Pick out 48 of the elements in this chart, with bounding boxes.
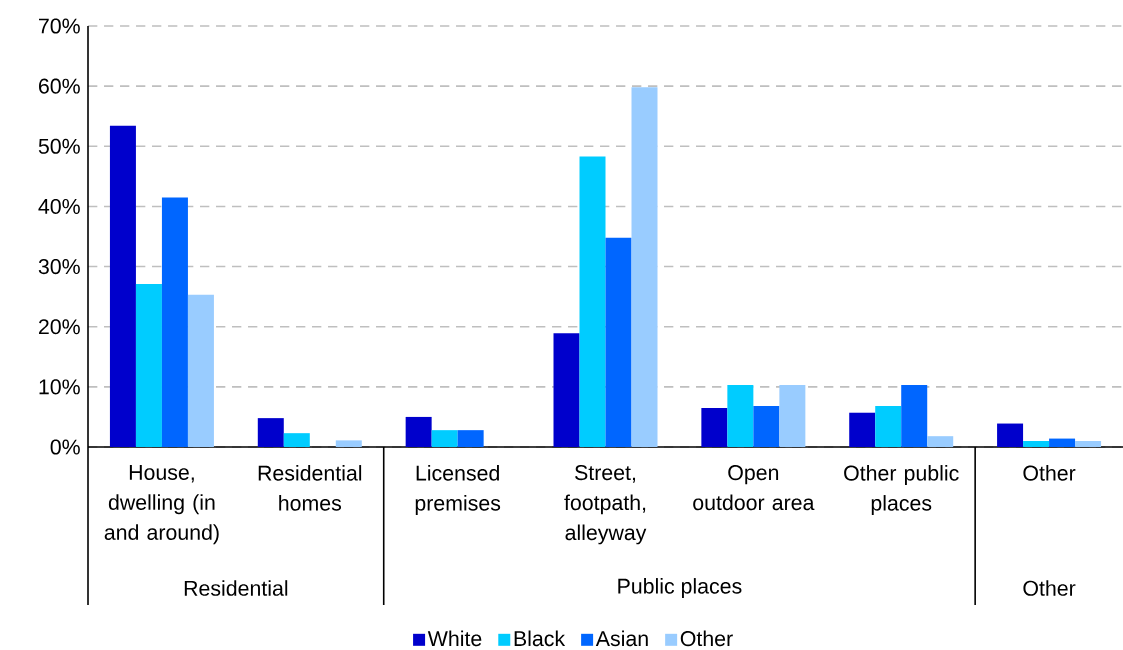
x-tick-label: Street, footpath, alleyway (564, 465, 647, 545)
x-tick-label: Residential homes (258, 465, 362, 511)
x-tick-label: Other (1023, 465, 1076, 481)
bar (753, 406, 780, 447)
text: Residential (184, 580, 288, 596)
bar (335, 440, 362, 447)
bar (997, 423, 1024, 447)
y-tick-label: 30% (38, 259, 80, 275)
y-tick-label: 70% (39, 18, 80, 34)
text: Public places (618, 578, 742, 598)
bar (405, 416, 432, 447)
bar (431, 430, 458, 447)
x-tick-label: House, dwelling (in and around) (104, 465, 219, 545)
bar (927, 436, 954, 447)
bar (631, 87, 658, 447)
y-tick-label: 10% (39, 379, 80, 395)
x-tick-label: Other public places (844, 465, 959, 515)
bar (257, 418, 284, 447)
bar (109, 125, 136, 447)
x-tick-label: Licensed premises (415, 465, 501, 515)
bar (1049, 438, 1076, 447)
legend-label: White (427, 630, 482, 647)
y-tick-label: 0% (50, 439, 80, 455)
bar (779, 385, 806, 447)
bar (579, 156, 606, 447)
x-tick-label: Open outdoor area (693, 465, 815, 511)
bar (849, 412, 876, 447)
legend-label: Other (680, 630, 733, 647)
y-tick-label: 50% (38, 138, 80, 154)
bar (135, 284, 162, 447)
y-tick-label: 40% (38, 198, 80, 214)
bar (1075, 440, 1102, 447)
bar (727, 385, 754, 447)
text: Other (1023, 580, 1076, 596)
bar (283, 433, 310, 447)
y-tick-label: 60% (39, 78, 80, 94)
y-tick-label: 20% (39, 319, 80, 335)
bar (875, 406, 902, 447)
bar (701, 407, 728, 447)
bar (605, 237, 632, 447)
bar (161, 197, 188, 447)
bar (187, 294, 214, 447)
bar (457, 430, 484, 447)
bar (1023, 440, 1050, 447)
bar (901, 385, 928, 447)
bar (553, 333, 580, 447)
legend-label: Asian (595, 630, 648, 647)
legend-label: Black (514, 630, 566, 647)
